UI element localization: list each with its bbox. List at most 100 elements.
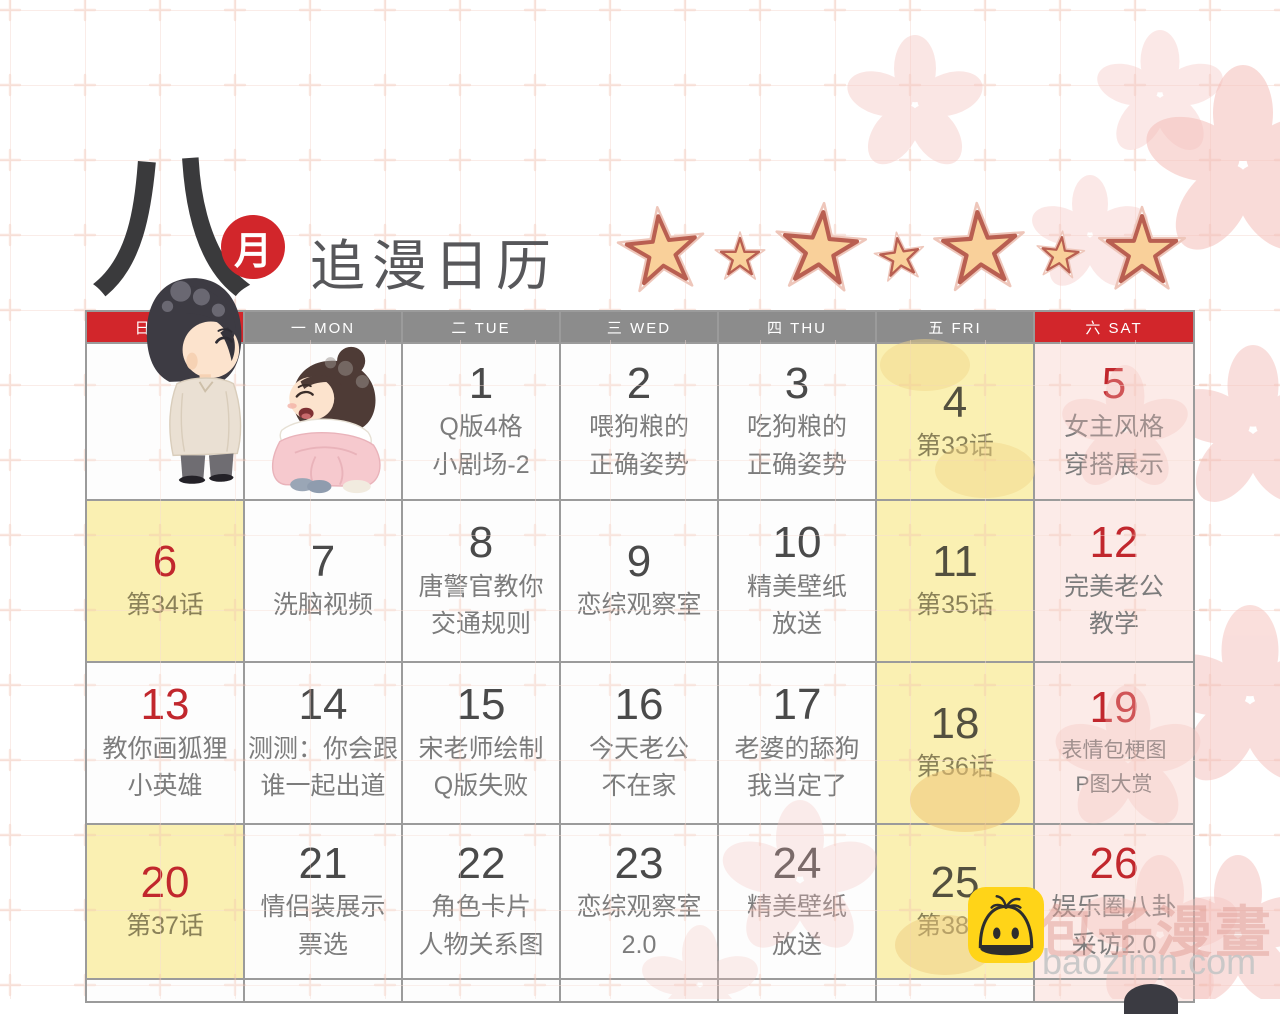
date-number: 15 bbox=[456, 680, 506, 730]
date-number: 22 bbox=[456, 838, 506, 888]
event-line: 小剧场-2 bbox=[432, 450, 530, 479]
event-line: 恋综观察室 bbox=[576, 893, 702, 922]
day-cell bbox=[719, 978, 877, 1001]
star-icon bbox=[715, 232, 764, 279]
event-line: 情侣装展示 bbox=[260, 893, 386, 922]
day-cell: 1 Q版4格 小剧场-2 bbox=[403, 342, 561, 499]
day-cell: 10 精美壁纸 放送 bbox=[719, 499, 877, 661]
weekday-header-fri: 五 FRI bbox=[877, 312, 1035, 342]
date-number: 5 bbox=[1101, 358, 1127, 408]
event-line: 测测：你会跟 bbox=[247, 734, 398, 763]
date-number: 1 bbox=[468, 358, 494, 408]
star-icon bbox=[1034, 229, 1086, 279]
date-number: 2 bbox=[626, 358, 652, 408]
day-cell: 22 角色卡片 人物关系图 bbox=[403, 823, 561, 978]
weekday-header-wed: 三 WED bbox=[561, 312, 719, 342]
event-line: 第34话 bbox=[126, 591, 204, 620]
date-number: 12 bbox=[1089, 518, 1139, 568]
star-icon bbox=[872, 229, 928, 282]
event-line: 第36话 bbox=[916, 753, 994, 782]
weekday-header-mon: 一 MON bbox=[245, 312, 403, 342]
event-line: P图大赏 bbox=[1075, 773, 1153, 797]
event-line: 精美壁纸 bbox=[746, 893, 847, 922]
star-icon bbox=[615, 203, 709, 293]
day-cell: 13 教你画狐狸 小英雄 bbox=[87, 661, 245, 823]
day-cell: 23 恋综观察室 2.0 bbox=[561, 823, 719, 978]
event-line: 教你画狐狸 bbox=[102, 734, 228, 763]
date-number: 8 bbox=[468, 518, 494, 568]
event-line: 票选 bbox=[297, 930, 348, 959]
day-cell: 21 情侣装展示 票选 bbox=[245, 823, 403, 978]
event-line: 恋综观察室 bbox=[576, 591, 702, 620]
day-cell: 5 女主风格 穿搭展示 bbox=[1035, 342, 1193, 499]
day-cell: 3 吃狗粮的 正确姿势 bbox=[719, 342, 877, 499]
date-number: 21 bbox=[298, 838, 348, 888]
event-line: 放送 bbox=[771, 930, 822, 959]
day-cell: 11 第35话 bbox=[877, 499, 1035, 661]
weekday-header-sat: 六 SAT bbox=[1035, 312, 1193, 342]
weekday-header-tue: 二 TUE bbox=[403, 312, 561, 342]
watermark-site: baozimn.com bbox=[1042, 941, 1257, 982]
event-line: 第37话 bbox=[126, 911, 204, 940]
day-cell: 16 今天老公 不在家 bbox=[561, 661, 719, 823]
day-cell: 6 第34话 bbox=[87, 499, 245, 661]
event-line: 正确姿势 bbox=[588, 450, 689, 479]
event-line: Q版失败 bbox=[433, 772, 529, 801]
star-icon bbox=[932, 200, 1027, 291]
day-cell: 14 测测：你会跟 谁一起出道 bbox=[245, 661, 403, 823]
event-line: 角色卡片 bbox=[430, 893, 531, 922]
date-number: 7 bbox=[310, 537, 336, 587]
girl-character-illustration bbox=[272, 346, 381, 494]
day-cell bbox=[245, 978, 403, 1001]
weekday-header-thu: 四 THU bbox=[719, 312, 877, 342]
event-line: 表情包梗图 bbox=[1061, 738, 1167, 762]
event-line: 放送 bbox=[771, 610, 822, 639]
event-line: Q版4格 bbox=[439, 413, 523, 442]
day-cell: 18 第36话 bbox=[877, 661, 1035, 823]
day-cell bbox=[877, 978, 1035, 1001]
date-number: 4 bbox=[942, 377, 968, 427]
date-number: 13 bbox=[140, 680, 190, 730]
event-line: 谁一起出道 bbox=[260, 772, 386, 801]
event-line: 穿搭展示 bbox=[1063, 450, 1164, 479]
star-icon bbox=[772, 199, 868, 291]
date-number: 6 bbox=[152, 537, 178, 587]
day-cell: 19 表情包梗图 P图大赏 bbox=[1035, 661, 1193, 823]
day-cell: 2 喂狗粮的 正确姿势 bbox=[561, 342, 719, 499]
date-number: 9 bbox=[626, 537, 652, 587]
event-line: 小英雄 bbox=[127, 772, 203, 801]
date-number: 11 bbox=[932, 537, 978, 587]
event-line: 不在家 bbox=[601, 772, 677, 801]
date-number: 10 bbox=[772, 518, 822, 568]
date-number: 26 bbox=[1089, 838, 1139, 888]
date-number: 19 bbox=[1089, 683, 1139, 733]
event-line: 交通规则 bbox=[430, 610, 531, 639]
event-line: 第33话 bbox=[916, 431, 994, 460]
day-cell bbox=[403, 978, 561, 1001]
character-hair-peek-decoration bbox=[1124, 984, 1178, 1014]
event-line: 宋老师绘制 bbox=[418, 734, 544, 763]
day-cell: 20 第37话 bbox=[87, 823, 245, 978]
day-cell: 24 精美壁纸 放送 bbox=[719, 823, 877, 978]
event-line: 今天老公 bbox=[588, 734, 689, 763]
event-line: 洗脑视频 bbox=[272, 591, 373, 620]
event-line: 第35话 bbox=[916, 591, 994, 620]
event-line: 人物关系图 bbox=[418, 930, 544, 959]
day-cell bbox=[561, 978, 719, 1001]
event-line: 女主风格 bbox=[1063, 413, 1164, 442]
event-line: 完美老公 bbox=[1063, 572, 1164, 601]
event-line: 2.0 bbox=[621, 930, 657, 959]
date-number: 23 bbox=[614, 838, 664, 888]
day-cell: 8 唐警官教你 交通规则 bbox=[403, 499, 561, 661]
day-cell: 7 洗脑视频 bbox=[245, 499, 403, 661]
date-number: 18 bbox=[930, 699, 980, 749]
star-icon bbox=[1099, 207, 1185, 288]
date-number: 20 bbox=[140, 857, 190, 907]
event-line: 教学 bbox=[1088, 610, 1139, 639]
event-line: 喂狗粮的 bbox=[588, 413, 689, 442]
day-cell: 12 完美老公 教学 bbox=[1035, 499, 1193, 661]
date-number: 14 bbox=[298, 680, 348, 730]
event-line: 精美壁纸 bbox=[746, 572, 847, 601]
day-cell: 17 老婆的舔狗 我当定了 bbox=[719, 661, 877, 823]
